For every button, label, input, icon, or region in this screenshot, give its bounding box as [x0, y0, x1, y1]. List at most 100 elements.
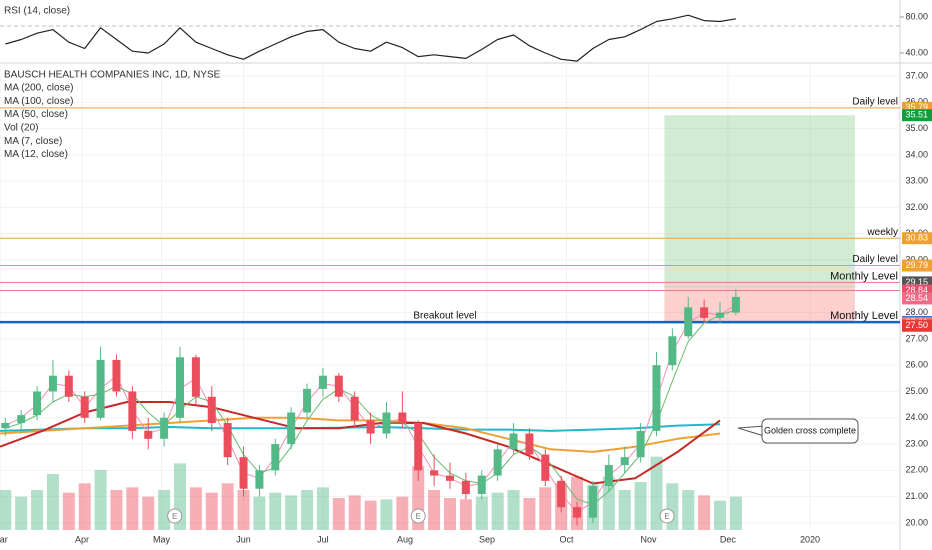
volume-bar: [237, 490, 250, 530]
x-tick-label: Aug: [397, 534, 413, 544]
y-tick-label: 36.00: [905, 97, 928, 107]
volume-bar: [682, 490, 695, 530]
volume-bar: [301, 490, 314, 530]
candle-body: [239, 457, 248, 489]
rsi-label: RSI (14, close): [4, 6, 70, 17]
y-tick-label: 37.00: [905, 70, 928, 80]
candle-body: [48, 375, 57, 392]
ma-line: [0, 416, 721, 453]
candle-body: [303, 388, 312, 413]
x-tick-label: Nov: [641, 534, 658, 544]
volume-bar: [348, 495, 361, 530]
level-label: Daily level: [852, 96, 898, 107]
volume-bar: [444, 498, 456, 530]
candle-body: [17, 415, 26, 424]
candle-body: [144, 430, 153, 439]
candle-body: [350, 396, 359, 421]
volume-bar: [285, 495, 298, 530]
stop-zone: [664, 282, 855, 323]
x-tick-label: Sep: [479, 534, 495, 544]
candle-body: [80, 396, 89, 418]
candle-body: [176, 357, 184, 418]
candle-body: [493, 449, 502, 476]
price-tag: [902, 109, 932, 122]
candle-body: [255, 470, 264, 489]
x-tick-label: Mar: [0, 534, 8, 544]
candle-body: [620, 457, 629, 466]
candle-body: [652, 365, 661, 431]
volume-bar: [396, 496, 409, 530]
y-tick-label: 35.00: [905, 123, 928, 133]
y-tick-label: 28.00: [905, 307, 928, 317]
y-tick-label: 21.00: [905, 491, 928, 501]
price-tag: [902, 319, 932, 332]
y-tick-label: 33.00: [905, 176, 928, 186]
event-label: E: [664, 512, 669, 521]
volume-bar: [698, 495, 711, 530]
level-label: Daily level: [852, 254, 898, 265]
volume-bar: [459, 499, 472, 530]
ma-line: [0, 423, 721, 432]
volume-bar: [618, 490, 631, 530]
event-marker: [167, 508, 183, 524]
event-label: E: [416, 512, 421, 521]
callout-box: [761, 418, 859, 444]
price-tag: [902, 232, 932, 245]
candle-body: [525, 433, 534, 455]
volume-bar: [0, 490, 12, 530]
ma-line: [0, 401, 721, 485]
volume-bar: [110, 490, 123, 530]
volume-bar: [523, 498, 536, 530]
candle-body: [128, 391, 137, 431]
volume-bar: [634, 482, 647, 530]
candle-body: [700, 307, 709, 318]
volume-bar: [221, 483, 234, 530]
legend-entry: Vol (20): [4, 123, 38, 134]
x-tick-label: Apr: [75, 534, 89, 544]
candle-body: [684, 307, 693, 337]
level-label: Monthly Level: [830, 270, 898, 282]
price-tag-label: 28.54: [905, 293, 928, 303]
volume-bar: [332, 498, 345, 530]
candle-body: [96, 359, 105, 418]
x-tick-label: Oct: [559, 534, 574, 544]
candle-body: [668, 336, 677, 366]
volume-bar: [94, 470, 107, 530]
x-tick-label: Jul: [317, 534, 329, 544]
y-tick-label: 26.00: [905, 360, 928, 370]
candle-body: [398, 412, 407, 424]
volume-bar: [15, 496, 28, 530]
chart-title: BAUSCH HEALTH COMPANIES INC, 1D, NYSE: [4, 70, 221, 81]
rsi-tick-label: 40.00: [905, 47, 928, 57]
candle-body: [461, 480, 470, 494]
candle-body: [731, 296, 740, 313]
y-tick-label: 23.00: [905, 438, 928, 448]
volume-bar: [62, 492, 75, 530]
candle-body: [191, 357, 200, 397]
y-tick-label: 24.00: [905, 412, 928, 422]
price-tag-label: 29.15: [905, 277, 928, 287]
volume-bar: [126, 487, 139, 530]
candle-body: [334, 375, 343, 397]
candle-body: [366, 420, 375, 434]
volume-bar: [253, 496, 266, 530]
candle-body: [414, 423, 423, 471]
x-tick-label: Jun: [236, 534, 251, 544]
price-tag-label: 28.84: [905, 285, 928, 295]
price-tag-label: 30.83: [905, 233, 928, 243]
event-marker: [659, 508, 675, 524]
y-tick-label: 34.00: [905, 149, 928, 159]
volume-bar: [539, 487, 552, 530]
volume-bar: [78, 483, 91, 530]
volume-bar: [602, 476, 615, 530]
candle-body: [318, 375, 327, 389]
volume-bar: [158, 490, 171, 530]
candle-body: [1, 423, 10, 429]
price-tag-label: 29.79: [905, 260, 928, 270]
candle-body: [509, 433, 518, 450]
x-tick-label: May: [153, 534, 171, 544]
volume-bar: [475, 496, 488, 530]
y-tick-label: 25.00: [905, 386, 928, 396]
